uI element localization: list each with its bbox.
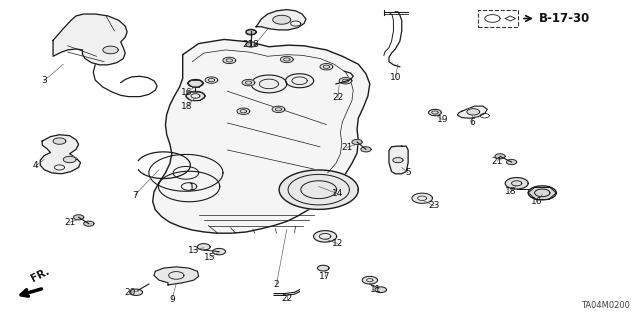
Polygon shape: [212, 249, 225, 255]
Text: TA04M0200: TA04M0200: [581, 301, 630, 310]
Polygon shape: [246, 42, 256, 47]
Polygon shape: [279, 170, 358, 209]
Polygon shape: [362, 276, 378, 284]
Text: 21: 21: [492, 157, 503, 166]
Text: 8: 8: [252, 40, 258, 49]
Polygon shape: [74, 215, 84, 220]
Polygon shape: [314, 231, 337, 242]
Polygon shape: [223, 57, 236, 63]
Text: 1: 1: [189, 183, 195, 192]
Text: 16: 16: [531, 197, 543, 206]
Polygon shape: [256, 10, 306, 30]
Polygon shape: [506, 160, 516, 165]
Text: 13: 13: [188, 246, 199, 255]
Text: 20: 20: [124, 288, 136, 297]
Text: 18: 18: [181, 102, 193, 111]
Polygon shape: [40, 135, 81, 174]
Polygon shape: [375, 287, 387, 293]
Polygon shape: [63, 156, 76, 163]
Polygon shape: [197, 244, 210, 250]
Polygon shape: [246, 30, 256, 35]
Text: 3: 3: [41, 76, 47, 85]
Polygon shape: [528, 186, 556, 200]
Text: 21: 21: [341, 143, 353, 152]
Bar: [478, 10, 518, 27]
Text: 18: 18: [504, 187, 516, 197]
Polygon shape: [389, 146, 408, 174]
Text: 9: 9: [169, 295, 175, 304]
Polygon shape: [188, 79, 203, 87]
Polygon shape: [393, 158, 403, 163]
Text: 15: 15: [204, 253, 216, 262]
Polygon shape: [429, 109, 442, 116]
Text: 21: 21: [243, 40, 254, 49]
Text: 22: 22: [332, 93, 344, 102]
Polygon shape: [246, 29, 256, 34]
Polygon shape: [320, 63, 333, 70]
Polygon shape: [103, 46, 118, 54]
Text: 2: 2: [274, 279, 280, 288]
Text: 5: 5: [405, 168, 411, 177]
Polygon shape: [361, 147, 371, 152]
Polygon shape: [53, 14, 127, 65]
Text: 21: 21: [64, 218, 76, 227]
Polygon shape: [280, 56, 293, 63]
Text: 22: 22: [281, 294, 292, 303]
Polygon shape: [251, 75, 287, 93]
Text: 17: 17: [319, 272, 331, 281]
Polygon shape: [154, 267, 198, 285]
Polygon shape: [412, 193, 433, 203]
Text: 19: 19: [437, 115, 449, 124]
Polygon shape: [186, 91, 205, 101]
Text: 16: 16: [181, 88, 193, 97]
Polygon shape: [339, 78, 352, 84]
Polygon shape: [495, 154, 505, 159]
Text: 23: 23: [428, 201, 440, 210]
Polygon shape: [352, 139, 362, 145]
Polygon shape: [153, 40, 370, 233]
Polygon shape: [273, 15, 291, 24]
Text: 7: 7: [132, 190, 138, 200]
Polygon shape: [53, 138, 66, 144]
Polygon shape: [84, 221, 94, 226]
Polygon shape: [505, 178, 528, 189]
Text: 10: 10: [390, 73, 401, 82]
Polygon shape: [505, 16, 515, 21]
Text: 4: 4: [33, 161, 38, 170]
Polygon shape: [242, 79, 255, 86]
Polygon shape: [467, 109, 479, 115]
Polygon shape: [285, 74, 314, 88]
Text: 6: 6: [469, 118, 475, 128]
Polygon shape: [458, 106, 487, 118]
Polygon shape: [237, 108, 250, 115]
Text: FR.: FR.: [29, 266, 51, 284]
Text: 12: 12: [332, 239, 344, 248]
Polygon shape: [205, 77, 218, 83]
Text: B-17-30: B-17-30: [538, 12, 589, 25]
Polygon shape: [272, 106, 285, 113]
Polygon shape: [317, 265, 329, 271]
Polygon shape: [130, 289, 143, 295]
Text: 11: 11: [371, 285, 382, 293]
Text: 14: 14: [332, 189, 344, 198]
